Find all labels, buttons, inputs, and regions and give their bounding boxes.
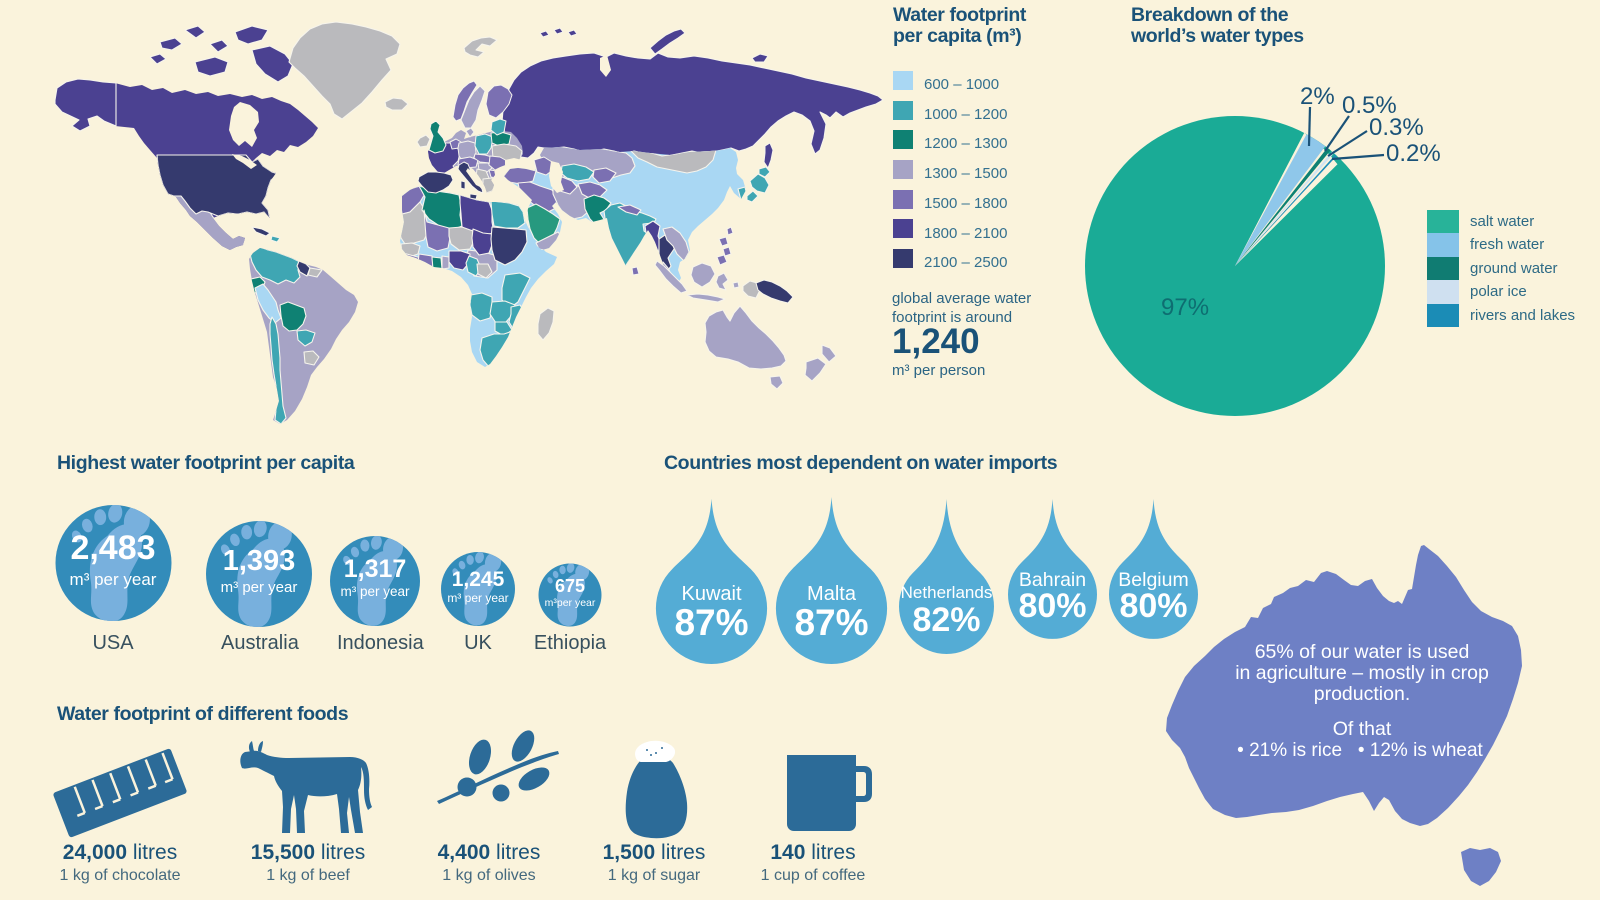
svg-text:Netherlands: Netherlands <box>901 583 993 602</box>
svg-text:1,393: 1,393 <box>223 545 296 577</box>
svg-text:in agriculture – mostly in cro: in agriculture – mostly in crop <box>1235 662 1489 684</box>
svg-text:80%: 80% <box>1119 587 1187 625</box>
svg-text:m³ per year: m³ per year <box>447 591 508 605</box>
svg-text:m³ per year: m³ per year <box>221 579 298 596</box>
svg-text:Malta: Malta <box>807 583 857 605</box>
svg-text:m³per year: m³per year <box>545 597 596 609</box>
svg-text:Bahrain: Bahrain <box>1019 569 1086 591</box>
svg-text:87%: 87% <box>794 602 868 643</box>
svg-text:• 21% is rice • 12% is wheat: • 21% is rice • 12% is wheat <box>1237 740 1483 761</box>
svg-text:m³ per year: m³ per year <box>70 570 157 589</box>
svg-text:Kuwait: Kuwait <box>681 583 741 605</box>
svg-text:675: 675 <box>555 576 585 596</box>
svg-text:80%: 80% <box>1018 587 1086 625</box>
svg-text:97%: 97% <box>1161 294 1209 321</box>
svg-text:82%: 82% <box>912 601 980 639</box>
svg-text:Belgium: Belgium <box>1118 569 1188 591</box>
svg-text:1,245: 1,245 <box>452 568 505 591</box>
svg-text:m³ per year: m³ per year <box>340 584 410 599</box>
svg-text:2,483: 2,483 <box>70 529 155 567</box>
svg-text:Of that: Of that <box>1333 718 1392 740</box>
svg-text:1,317: 1,317 <box>344 555 407 583</box>
svg-text:production.: production. <box>1314 683 1410 705</box>
svg-text:87%: 87% <box>674 602 748 643</box>
svg-text:65% of our water is used: 65% of our water is used <box>1255 641 1470 663</box>
